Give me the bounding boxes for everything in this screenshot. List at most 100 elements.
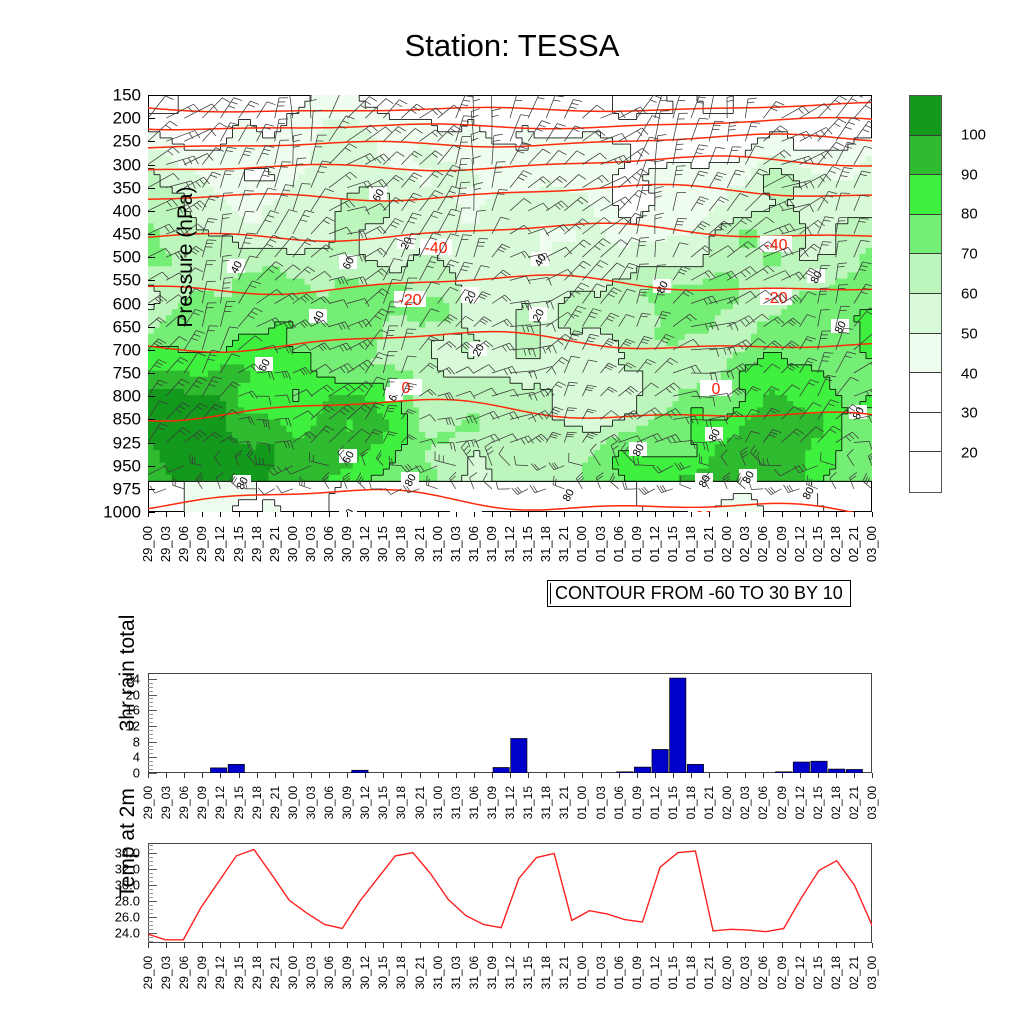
temp-minor-tick bbox=[148, 941, 153, 943]
time-tick-label: 01_18 bbox=[684, 956, 698, 990]
time-tick-label: 31_21 bbox=[557, 786, 572, 820]
rain-bar-chart bbox=[210, 677, 863, 773]
time-tick-mark bbox=[383, 512, 385, 517]
time-tick-label: 02_00 bbox=[720, 956, 735, 990]
time-tick-label: 29_12 bbox=[213, 786, 228, 820]
pressure-tick-mark bbox=[148, 488, 155, 490]
time-tick-mark bbox=[853, 943, 855, 948]
time-tick-mark bbox=[473, 773, 475, 778]
time-tick-label: 02_15 bbox=[810, 956, 825, 990]
time-tick-label: 31_06 bbox=[465, 526, 481, 563]
time-tick-mark bbox=[365, 943, 367, 948]
time-tick-label: 29_12 bbox=[213, 956, 228, 990]
pressure-tick-mark bbox=[148, 257, 155, 259]
time-tick-mark bbox=[872, 773, 873, 778]
time-tick-label: 01_12 bbox=[647, 786, 662, 820]
time-tick-label: 29_21 bbox=[266, 526, 282, 563]
time-tick-mark bbox=[691, 943, 692, 948]
pressure-tick-label: 300 bbox=[112, 155, 141, 174]
rain-tick-mark bbox=[148, 710, 157, 712]
time-tick-label: 29_15 bbox=[230, 526, 246, 563]
time-tick-label: 29_06 bbox=[177, 786, 192, 820]
time-tick-mark bbox=[672, 512, 674, 517]
time-tick-mark bbox=[546, 943, 548, 948]
contour-note: CONTOUR FROM -60 TO 30 BY 10 bbox=[547, 580, 851, 607]
rain-minor-tick bbox=[148, 706, 153, 708]
time-tick-mark bbox=[347, 943, 349, 948]
rain-minor-tick bbox=[148, 765, 153, 767]
time-tick-label: 31_18 bbox=[539, 786, 554, 820]
time-tick-mark bbox=[781, 943, 783, 948]
temp-tick-label: 28.0 bbox=[114, 893, 140, 909]
time-tick-label: 30_03 bbox=[302, 526, 318, 563]
temp-minor-tick bbox=[148, 848, 153, 850]
temp-minor-tick bbox=[148, 856, 153, 858]
pressure-tick-mark bbox=[148, 326, 155, 328]
temp-minor-tick bbox=[148, 929, 153, 931]
time-tick-label: 02_06 bbox=[756, 786, 771, 820]
time-tick-label: 29_00 bbox=[140, 526, 155, 563]
time-tick-label: 29_06 bbox=[176, 526, 192, 563]
time-tick-mark bbox=[329, 512, 330, 517]
time-tick-mark bbox=[310, 512, 312, 517]
time-tick-label: 02_09 bbox=[773, 526, 789, 563]
time-tick-label: 02_09 bbox=[774, 956, 789, 990]
rain-bar bbox=[492, 767, 510, 773]
time-tick-mark bbox=[636, 773, 638, 778]
time-tick-label: 01_00 bbox=[574, 526, 590, 563]
time-tick-mark bbox=[582, 773, 584, 778]
time-tick-label: 30_15 bbox=[376, 956, 391, 990]
pressure-tick-label: 850 bbox=[112, 409, 141, 429]
colorbar-tick-label: 90 bbox=[961, 166, 978, 184]
time-tick-label: 01_21 bbox=[701, 526, 717, 563]
temp-tick-mark bbox=[148, 884, 157, 886]
pressure-tick-label: 1000 bbox=[103, 502, 141, 522]
time-tick-label: 30_12 bbox=[358, 956, 373, 990]
time-tick-mark bbox=[310, 943, 312, 948]
time-tick-label: 29_09 bbox=[195, 956, 210, 990]
time-tick-mark bbox=[528, 773, 530, 778]
rain-minor-tick bbox=[148, 686, 153, 688]
time-tick-label: 02_18 bbox=[828, 786, 843, 820]
time-tick-mark bbox=[401, 512, 403, 517]
time-tick-label: 30_06 bbox=[322, 956, 336, 990]
time-tick-mark bbox=[745, 943, 747, 948]
rain-bar bbox=[210, 767, 228, 773]
time-tick-mark bbox=[654, 512, 656, 517]
time-tick-mark bbox=[365, 512, 367, 517]
pressure-tick-label: 975 bbox=[112, 479, 141, 499]
sounding-panel: 6060808060402020206060808080808080808080… bbox=[103, 87, 879, 563]
temp-panel: Temp at 2m 24.0 26.0 28.0 30.0 32.0 34.0 29_0… bbox=[115, 788, 879, 989]
colorbar-tick-label: 20 bbox=[961, 444, 978, 462]
rain-tick-mark bbox=[148, 725, 157, 727]
pressure-tick-label: 600 bbox=[112, 294, 141, 313]
pressure-tick-label: 500 bbox=[112, 247, 141, 267]
time-tick-label: 30_09 bbox=[340, 956, 355, 990]
time-tick-mark bbox=[347, 512, 349, 517]
pressure-tick-mark bbox=[148, 442, 155, 444]
time-tick-label: 02_21 bbox=[846, 956, 861, 990]
colorbar-band bbox=[910, 452, 941, 492]
time-tick-mark bbox=[799, 512, 801, 517]
time-tick-label: 31_15 bbox=[521, 786, 536, 820]
time-tick-mark bbox=[202, 773, 204, 778]
time-tick-label: 02_21 bbox=[846, 786, 861, 820]
temp-minor-tick bbox=[148, 921, 153, 923]
rain-minor-tick bbox=[148, 761, 153, 763]
time-tick-label: 31_03 bbox=[447, 526, 463, 563]
time-tick-label: 01_09 bbox=[629, 956, 644, 990]
rain-tick-label: 4 bbox=[132, 749, 140, 765]
time-tick-label: 31_12 bbox=[502, 526, 517, 563]
time-tick-mark bbox=[419, 773, 421, 778]
rain-tick-label: 20 bbox=[125, 687, 140, 703]
rain-tick-mark bbox=[148, 678, 157, 680]
temp-minor-tick bbox=[148, 905, 153, 907]
colorbar bbox=[909, 95, 942, 493]
colorbar-tick-label: 70 bbox=[961, 245, 978, 263]
time-tick-mark bbox=[817, 512, 819, 517]
temp-tick-mark bbox=[148, 901, 157, 903]
time-tick-label: 29_03 bbox=[159, 956, 174, 990]
time-tick-label: 02_00 bbox=[719, 526, 735, 563]
time-tick-mark bbox=[727, 773, 729, 778]
pressure-tick-mark bbox=[148, 118, 155, 120]
